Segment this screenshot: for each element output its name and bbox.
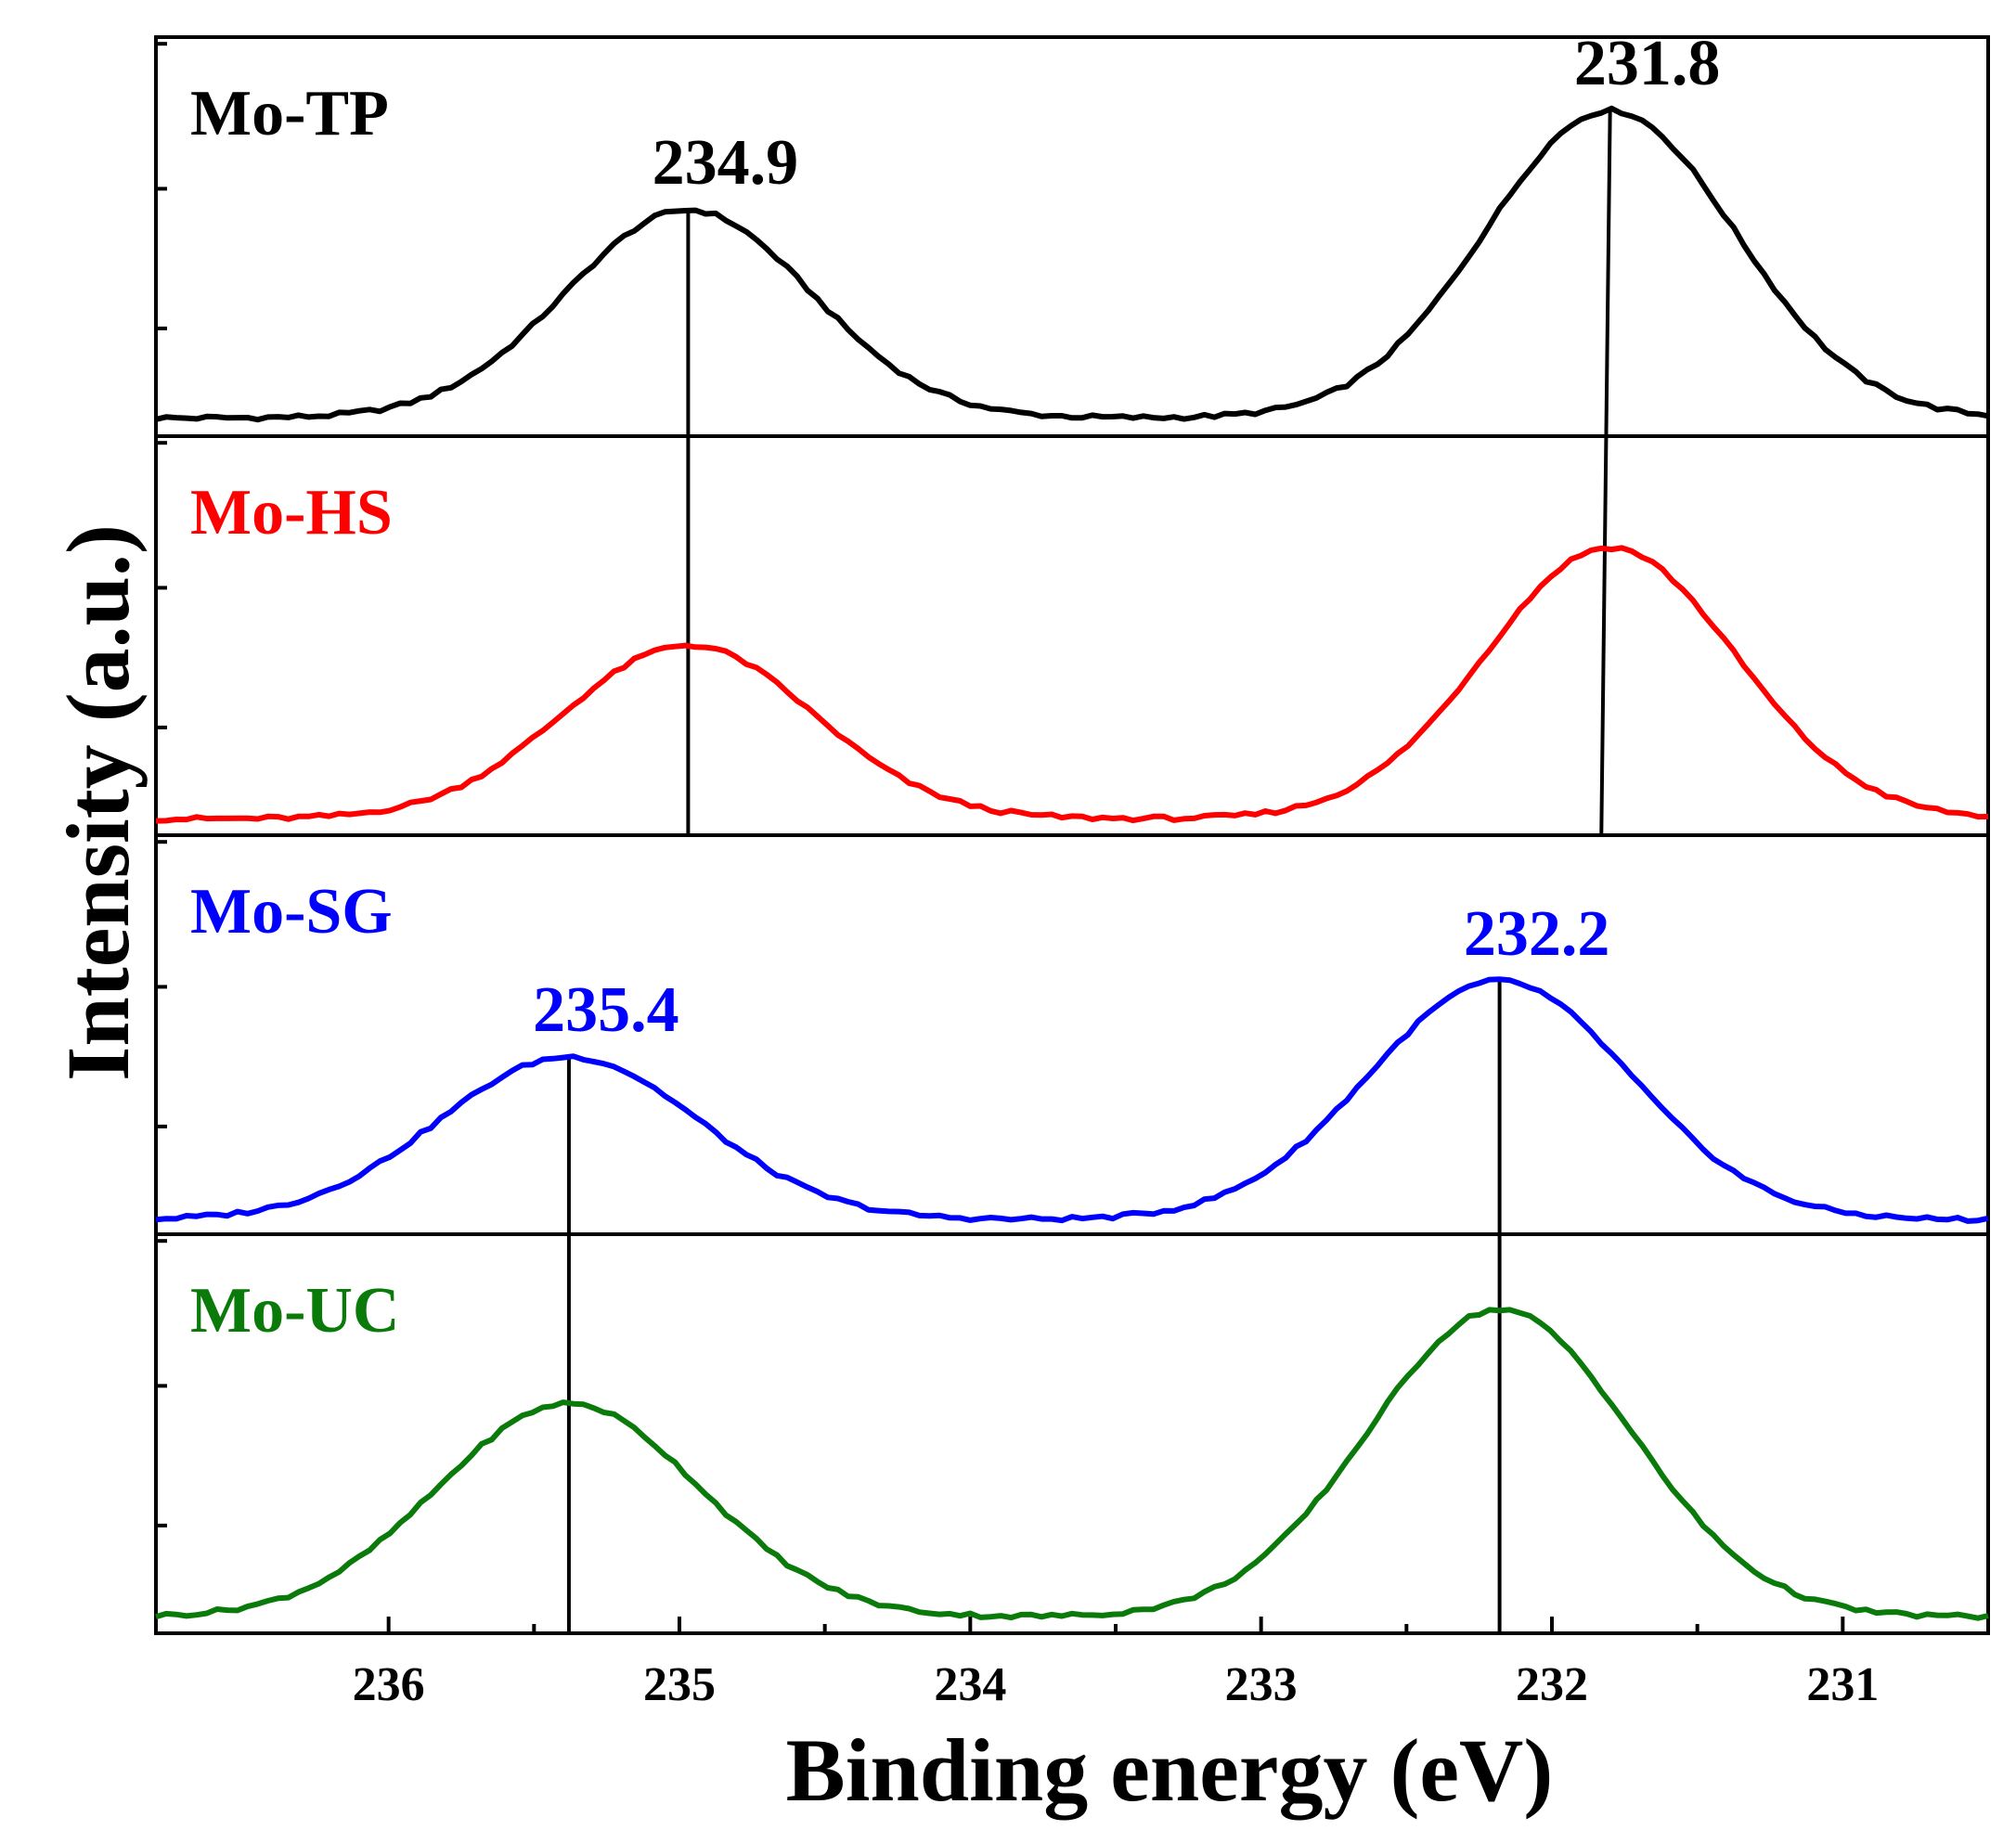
reference-line-2 xyxy=(1599,110,1612,836)
x-tick-label-236: 236 xyxy=(353,1658,425,1711)
panel-label-mo-sg: Mo-SG xyxy=(190,876,393,947)
series-line-mo-uc xyxy=(155,1307,1989,1621)
panel-label-mo-tp: Mo-TP xyxy=(190,78,389,149)
peak-label-231-8: 231.8 xyxy=(1574,28,1721,99)
series-line-mo-sg xyxy=(155,976,1989,1224)
labels-group: Mo-TP 234.9 231.8 Mo-HS Mo-SG 235.4 232.2 Mo-UC xyxy=(190,28,1720,1347)
x-axis-title: Binding energy (eV) xyxy=(786,1720,1554,1820)
series-line-mo-hs xyxy=(155,545,1989,824)
panel-label-mo-uc: Mo-UC xyxy=(190,1275,399,1347)
x-tick-label-234: 234 xyxy=(934,1658,1006,1711)
y-axis-title: Intensity (a.u.) xyxy=(48,524,148,1081)
panels-group xyxy=(154,35,1990,1635)
x-tick-label-231: 231 xyxy=(1806,1658,1879,1711)
panel-frame-4 xyxy=(154,1232,1990,1635)
series-line-mo-tp xyxy=(155,105,1989,423)
peak-label-232-2: 232.2 xyxy=(1464,898,1610,970)
panel-frame-2 xyxy=(154,434,1990,837)
x-axis: 236 235 234 233 232 231 xyxy=(353,1617,1879,1711)
peak-label-234-9: 234.9 xyxy=(653,127,799,199)
panel-label-mo-hs: Mo-HS xyxy=(190,477,393,548)
x-tick-label-232: 232 xyxy=(1516,1658,1588,1711)
x-tick-label-233: 233 xyxy=(1225,1658,1298,1711)
panel-frame-3 xyxy=(154,833,1990,1236)
reference-lines-group xyxy=(566,110,1612,1633)
peak-label-235-4: 235.4 xyxy=(533,974,679,1046)
series-group xyxy=(155,105,1989,1621)
x-tick-label-235: 235 xyxy=(643,1658,716,1711)
